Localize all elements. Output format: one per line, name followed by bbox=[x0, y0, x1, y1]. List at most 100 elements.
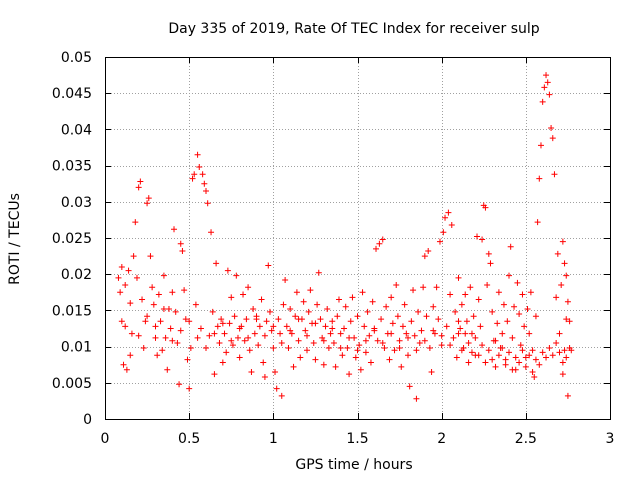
data-point bbox=[415, 308, 422, 315]
data-point bbox=[352, 354, 359, 361]
data-point bbox=[468, 349, 475, 356]
data-point bbox=[465, 339, 472, 346]
data-point bbox=[120, 361, 127, 368]
data-point bbox=[455, 274, 462, 281]
data-point bbox=[553, 339, 560, 346]
data-point bbox=[144, 200, 151, 207]
y-tick-label: 0 bbox=[83, 412, 92, 428]
data-point bbox=[369, 298, 376, 305]
data-point bbox=[413, 395, 420, 402]
data-point bbox=[507, 243, 514, 250]
x-tick-label: 2 bbox=[437, 431, 446, 447]
data-point bbox=[290, 363, 297, 370]
data-point bbox=[330, 339, 337, 346]
data-point bbox=[160, 305, 167, 312]
data-point bbox=[268, 327, 275, 334]
data-point bbox=[118, 263, 125, 270]
data-point bbox=[122, 282, 129, 289]
data-point bbox=[403, 330, 410, 337]
data-point bbox=[167, 325, 174, 332]
data-point bbox=[295, 337, 302, 344]
data-point bbox=[266, 308, 273, 315]
data-point bbox=[304, 332, 310, 339]
data-point bbox=[159, 347, 166, 354]
data-point bbox=[438, 342, 445, 349]
data-point bbox=[396, 337, 403, 344]
data-point bbox=[458, 301, 465, 308]
data-point bbox=[349, 294, 356, 301]
data-point bbox=[203, 345, 209, 352]
data-point bbox=[511, 303, 518, 310]
data-point bbox=[191, 171, 198, 178]
data-point bbox=[379, 236, 386, 243]
data-point bbox=[522, 363, 529, 370]
data-point bbox=[204, 200, 211, 207]
y-tick-labels: 0 0.005 0.01 0.015 0.02 0.025 0.03 0.035 0.04 0.0… bbox=[52, 50, 92, 428]
data-point bbox=[300, 298, 307, 305]
data-point bbox=[270, 323, 277, 330]
data-point bbox=[388, 330, 395, 337]
data-point bbox=[261, 332, 268, 339]
data-point bbox=[329, 325, 336, 332]
x-tick-label: 0.5 bbox=[178, 431, 200, 447]
data-point bbox=[428, 368, 435, 375]
y-tick-label: 0.025 bbox=[52, 231, 92, 247]
data-point bbox=[203, 187, 209, 194]
data-point bbox=[265, 262, 272, 269]
data-point bbox=[231, 313, 238, 320]
data-point bbox=[201, 180, 208, 187]
data-point bbox=[458, 347, 465, 354]
data-point bbox=[378, 316, 385, 323]
data-point bbox=[470, 313, 477, 320]
data-point bbox=[206, 332, 213, 339]
data-point bbox=[169, 289, 176, 296]
data-point bbox=[421, 253, 428, 260]
data-point bbox=[335, 296, 342, 303]
data-point bbox=[514, 279, 521, 286]
data-point bbox=[561, 260, 568, 267]
data-point bbox=[399, 323, 406, 330]
x-tick-label: 0 bbox=[101, 431, 110, 447]
data-point bbox=[381, 345, 388, 352]
data-point bbox=[475, 296, 482, 303]
data-point bbox=[341, 325, 348, 332]
data-point bbox=[228, 337, 235, 344]
data-point bbox=[194, 151, 201, 158]
data-point bbox=[406, 383, 413, 390]
y-axis-label: ROTI / TECUs bbox=[7, 193, 23, 285]
data-point bbox=[359, 289, 366, 296]
data-point bbox=[160, 272, 167, 279]
data-point bbox=[310, 339, 317, 346]
data-point bbox=[280, 301, 287, 308]
data-point bbox=[532, 356, 539, 363]
data-point bbox=[176, 381, 183, 388]
data-point bbox=[455, 330, 462, 337]
data-point bbox=[241, 337, 248, 344]
data-point bbox=[564, 298, 571, 305]
data-point bbox=[509, 334, 516, 341]
data-point bbox=[475, 352, 482, 359]
data-point bbox=[549, 352, 556, 359]
data-point bbox=[455, 318, 462, 325]
data-point bbox=[314, 301, 321, 308]
data-point bbox=[140, 345, 147, 352]
data-point bbox=[150, 301, 157, 308]
data-point bbox=[214, 323, 221, 330]
data-point bbox=[165, 305, 172, 312]
data-point bbox=[462, 330, 469, 337]
data-point bbox=[502, 356, 509, 363]
data-point bbox=[386, 356, 393, 363]
data-point bbox=[356, 342, 363, 349]
data-point bbox=[495, 352, 502, 359]
data-point bbox=[396, 345, 403, 352]
data-point bbox=[351, 334, 358, 341]
x-tick-labels: 0 0.5 1 1.5 2 2.5 3 bbox=[101, 431, 615, 447]
data-point bbox=[438, 332, 445, 339]
data-point bbox=[223, 349, 230, 356]
data-point bbox=[524, 305, 531, 312]
data-point bbox=[346, 371, 353, 378]
data-point bbox=[275, 316, 282, 323]
data-point bbox=[221, 330, 228, 337]
data-point bbox=[347, 318, 354, 325]
data-point bbox=[213, 260, 220, 267]
